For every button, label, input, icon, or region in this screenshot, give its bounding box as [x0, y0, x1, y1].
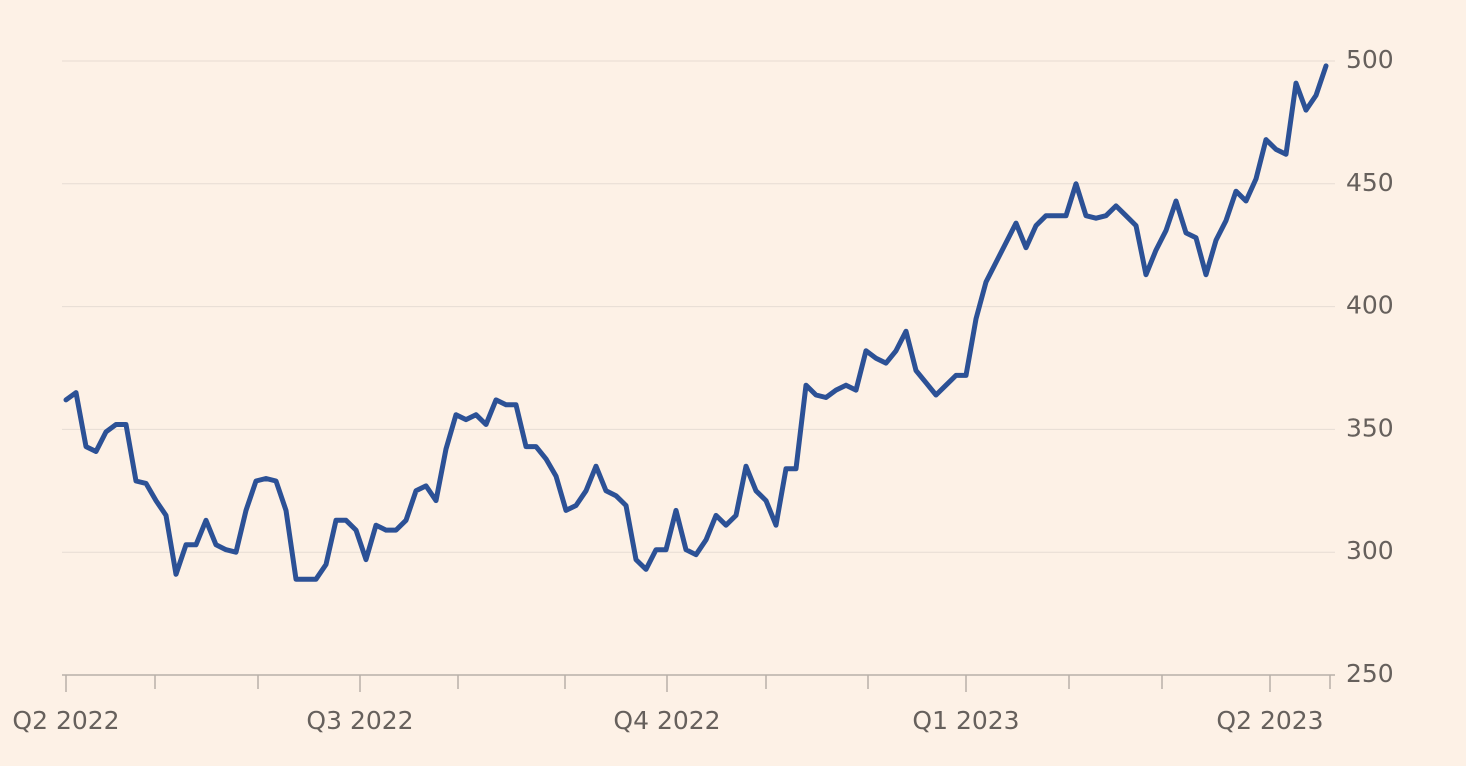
x-tick-label: Q1 2023: [912, 706, 1019, 735]
y-tick-label: 300: [1346, 536, 1394, 565]
y-tick-label: 400: [1346, 291, 1394, 320]
x-tick-label: Q2 2022: [12, 706, 119, 735]
price-line: [63, 63, 1329, 582]
y-tick-label: 500: [1346, 45, 1394, 74]
y-tick-label: 350: [1346, 413, 1394, 442]
x-tick-label: Q3 2022: [306, 706, 413, 735]
x-tick-label: Q2 2023: [1216, 706, 1323, 735]
y-tick-label: 450: [1346, 168, 1394, 197]
x-tick-label: Q4 2022: [613, 706, 720, 735]
y-tick-label: 250: [1346, 659, 1394, 688]
